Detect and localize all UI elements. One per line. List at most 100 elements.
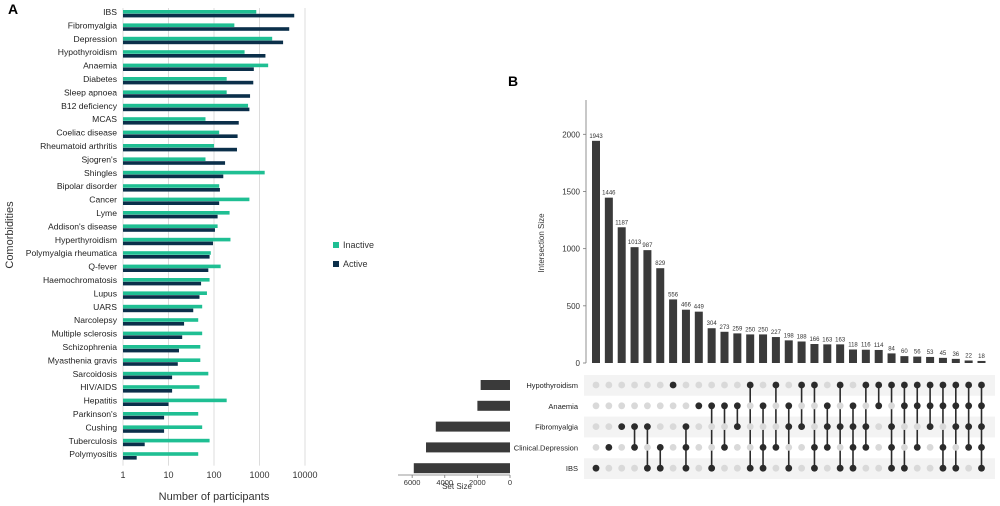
membership-dot-empty [592,402,600,410]
membership-dot-empty [644,444,651,451]
membership-dot-filled [978,464,985,472]
bar-inactive [123,23,235,27]
membership-dot-filled [965,402,973,410]
membership-dot-filled [913,444,921,451]
membership-dot-empty [733,444,741,451]
bar-inactive [123,90,227,94]
membership-dot-empty [721,423,728,430]
membership-dot-filled [862,381,870,389]
x-tick-label: 100 [206,470,221,480]
category-label: Hepatitis [84,396,117,406]
set-name-label: IBS [566,464,578,473]
intersection-bar [746,334,755,363]
membership-dot-empty [836,444,844,451]
membership-dot-filled [888,444,895,451]
panel-a-y-axis-label: Comorbidities [4,201,16,269]
intersection-bar [951,358,960,363]
x-tick-label: 10 [163,470,173,480]
membership-dot-empty [798,464,805,472]
membership-dot-filled [952,381,960,389]
membership-dot-filled [849,423,857,430]
membership-dot-filled [939,464,947,472]
membership-dot-filled [605,444,613,451]
intersection-value-label: 466 [681,303,692,309]
bar-inactive [123,398,227,403]
bar-active [123,335,183,339]
bar-inactive [123,438,210,443]
bar-active [123,54,266,58]
intersection-value-label: 18 [978,354,985,360]
membership-dot-filled [862,444,870,451]
intersection-bar [900,356,909,363]
membership-dot-empty [682,381,690,389]
legend-swatch-active [333,261,339,267]
bar-active [123,308,194,313]
bar-active [123,188,220,192]
category-label: Schizophrenia [63,342,118,352]
membership-dot-empty [939,423,947,430]
intersection-value-label: 449 [694,305,705,311]
intersection-value-label: 60 [901,349,908,355]
panel-b-y-axis: 0 500 1000 1500 2000 [562,100,587,368]
bar-inactive [123,103,249,108]
intersection-bar [874,349,883,363]
membership-dot-empty [862,464,870,472]
legend-swatch-inactive [333,242,339,248]
membership-dot-empty [875,464,883,472]
membership-dot-empty [746,444,754,451]
set-size-bar [413,463,510,474]
membership-dot-empty [631,464,638,472]
membership-dot-filled [965,381,973,389]
membership-dot-filled [798,381,805,389]
membership-dot-filled [733,423,741,430]
bar-inactive [123,345,201,349]
category-label: Depression [74,34,118,44]
membership-dot-filled [926,423,934,430]
membership-dot-empty [695,381,703,389]
intersection-bar [759,334,768,363]
membership-dot-empty [772,464,780,472]
intersection-value-label: 250 [745,327,756,333]
category-label: Haemochromatosis [43,275,117,285]
membership-dot-filled [785,464,793,472]
category-label: Tuberculosis [69,436,117,446]
membership-dot-filled [939,402,947,410]
intersection-bar [617,227,626,363]
bar-inactive [123,371,209,376]
membership-dot-empty [605,423,613,430]
intersection-value-label: 118 [848,343,858,349]
intersection-bar [964,360,973,363]
intersection-value-label: 1187 [615,220,629,226]
bar-active [123,375,173,380]
membership-dot-filled [913,381,921,389]
category-label: Fibromyalgia [68,20,117,30]
bar-active [123,281,202,286]
bar-inactive [123,144,214,148]
membership-dot-filled [952,402,960,410]
category-label: UARS [93,302,117,312]
intersection-value-label: 163 [822,337,833,343]
bar-inactive [123,251,211,255]
membership-dot-filled [721,444,728,451]
membership-dot-empty [901,444,908,451]
intersection-value-label: 53 [927,350,934,356]
bar-inactive [123,224,218,228]
membership-dot-filled [759,402,767,410]
intersection-value-label: 250 [758,327,769,333]
intersection-value-label: 116 [861,343,871,349]
membership-dot-empty [708,444,716,451]
membership-dot-filled [811,464,818,472]
bar-active [123,241,213,246]
membership-dot-empty [682,402,690,410]
intersection-value-label: 166 [809,337,820,343]
intersection-bar [720,331,729,363]
membership-dot-empty [733,381,741,389]
category-label: Lyme [96,208,117,218]
bar-active [123,27,290,31]
membership-dot-empty [772,402,780,410]
membership-dot-empty [695,464,703,472]
membership-dot-empty [644,381,651,389]
membership-dot-filled [849,444,857,451]
panel-b-set-size-label: Set Size [442,482,472,491]
membership-dot-filled [682,423,690,430]
